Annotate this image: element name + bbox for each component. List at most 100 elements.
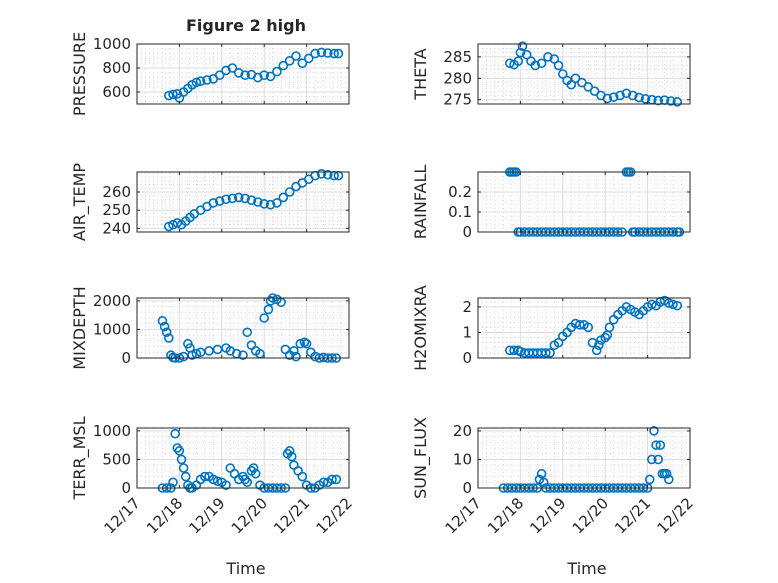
air-temp-data-point xyxy=(227,193,238,204)
h2omixra-y-tick-label: 1 xyxy=(462,323,472,341)
mixdepth-data-point xyxy=(295,338,306,349)
sun-flux-data-point xyxy=(653,454,663,465)
h2omixra-data-point xyxy=(664,298,674,308)
theta-data-point xyxy=(543,52,553,62)
air-temp-series xyxy=(163,169,344,232)
sun-flux-data-point xyxy=(664,474,674,485)
mixdepth-data-point xyxy=(242,327,253,338)
pressure-data-point xyxy=(323,48,333,58)
theta-data-point xyxy=(589,86,600,96)
h2omixra-data-point xyxy=(672,300,683,311)
h2omixra-data-point xyxy=(583,322,594,333)
theta-axes-box xyxy=(477,43,691,105)
pressure-data-point xyxy=(272,66,282,77)
terr-msl-data-point xyxy=(286,451,297,462)
pressure-axes-box xyxy=(136,43,350,105)
sun-flux-data-point xyxy=(536,468,547,479)
h2omixra-data-point xyxy=(600,332,610,343)
terr-msl-data-point xyxy=(208,474,219,485)
h2omixra-data-point xyxy=(545,348,555,358)
terr-msl-data-point xyxy=(248,463,259,473)
pressure-data-point xyxy=(291,51,301,61)
theta-data-point xyxy=(608,92,619,102)
mixdepth-data-point xyxy=(259,313,269,323)
figure-title: Figure 2 high xyxy=(186,16,306,35)
pressure-data-point xyxy=(333,48,344,59)
theta-y-axis-label: THETA xyxy=(411,48,430,100)
terr-msl-data-point xyxy=(178,463,189,473)
terr-msl-data-point xyxy=(250,468,261,479)
air-temp-data-point xyxy=(272,198,282,208)
mixdepth-data-point xyxy=(263,304,274,315)
theta-y-tick-label: 280 xyxy=(443,69,472,87)
h2omixra-series xyxy=(504,295,683,358)
h2omixra-y-axis-label: H2OMIXRA xyxy=(411,285,430,371)
mixdepth-data-point xyxy=(159,321,170,332)
terr-msl-data-point xyxy=(327,474,337,485)
air-temp-y-tick-label: 260 xyxy=(102,183,131,201)
theta-data-point xyxy=(627,90,638,101)
theta-data-point xyxy=(549,54,560,64)
sun-flux-data-point xyxy=(651,440,661,450)
terr-msl-y-tick-label: 500 xyxy=(102,450,131,468)
air-temp-data-point xyxy=(208,198,219,208)
theta-data-point xyxy=(513,56,524,66)
rainfall-axes-box xyxy=(477,171,691,233)
terr-msl-data-point xyxy=(242,477,253,488)
mixdepth-y-tick-label: 1000 xyxy=(93,320,131,338)
air-temp-data-point xyxy=(316,169,327,179)
air-temp-y-tick-label: 250 xyxy=(102,201,131,219)
air-temp-data-point xyxy=(284,187,295,197)
theta-data-point xyxy=(672,97,683,107)
air-temp-data-point xyxy=(265,199,276,210)
h2omixra-data-point xyxy=(647,299,657,310)
theta-data-point xyxy=(615,90,625,101)
pressure-data-point xyxy=(310,48,320,59)
air-temp-data-point xyxy=(323,169,333,180)
theta-data-point xyxy=(504,58,515,69)
pressure-data-point xyxy=(191,77,202,88)
mixdepth-data-point xyxy=(289,346,299,356)
terr-msl-y-axis-label: TERR_MSL xyxy=(70,416,90,500)
sun-flux-data-point xyxy=(644,474,655,485)
theta-data-point xyxy=(653,95,663,106)
h2omixra-data-point xyxy=(509,345,519,356)
theta-data-point xyxy=(517,41,528,51)
h2omixra-data-point xyxy=(553,337,564,348)
theta-data-point xyxy=(521,49,532,60)
theta-data-point xyxy=(553,60,564,71)
theta-data-point xyxy=(640,94,651,104)
x-axis-label-left: Time xyxy=(225,559,265,578)
air-temp-data-point xyxy=(253,197,263,207)
h2omixra-y-tick-label: 2 xyxy=(462,298,472,316)
pressure-data-point xyxy=(214,70,225,81)
rainfall-y-tick-label: 0 xyxy=(462,223,472,241)
air-temp-data-point xyxy=(221,194,231,205)
sun-flux-data-point xyxy=(538,477,549,488)
mixdepth-data-point xyxy=(299,337,310,348)
sun-flux-data-point xyxy=(655,440,666,450)
air-temp-data-point xyxy=(246,195,257,205)
terr-msl-data-point xyxy=(200,471,210,482)
mixdepth-plot-area xyxy=(137,298,349,358)
theta-data-point xyxy=(577,77,587,88)
h2omixra-data-point xyxy=(591,345,602,356)
air-temp-data-point xyxy=(240,193,250,204)
rainfall-y-tick-label: 0.1 xyxy=(448,203,472,221)
theta-y-tick-label: 275 xyxy=(443,91,472,109)
mixdepth-y-tick-label: 0 xyxy=(121,349,131,367)
pressure-data-point xyxy=(233,67,244,78)
terr-msl-data-point xyxy=(318,477,329,488)
theta-data-point xyxy=(566,79,577,90)
theta-panel: 275 280 285 THETA xyxy=(411,41,691,109)
theta-data-point xyxy=(602,93,613,104)
sun-flux-plot-area xyxy=(478,428,690,488)
pressure-data-point xyxy=(278,60,289,71)
sun-flux-y-tick-label: 20 xyxy=(453,422,472,440)
theta-data-point xyxy=(536,58,547,69)
air-temp-data-point xyxy=(278,192,289,203)
air-temp-y-tick-label: 240 xyxy=(102,219,131,237)
pressure-data-point xyxy=(265,71,276,82)
